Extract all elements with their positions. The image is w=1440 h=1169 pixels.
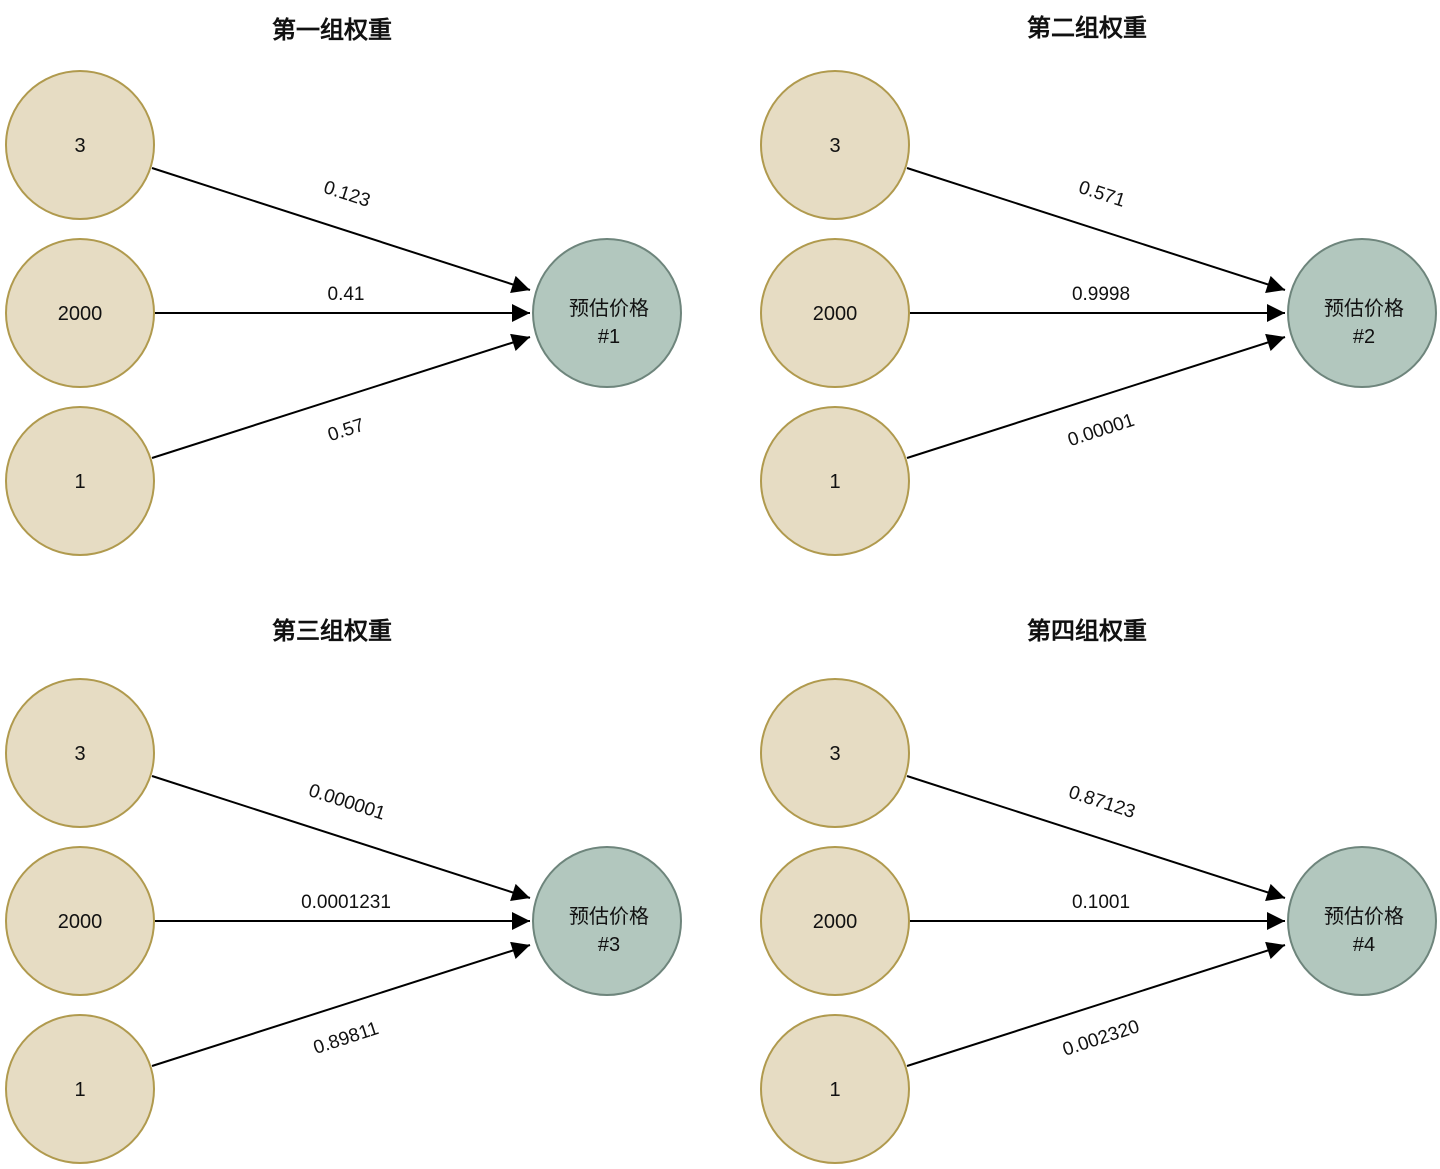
panel-title: 第四组权重 [1027,617,1147,645]
input-node: 1 [760,406,910,556]
input-node: 2000 [5,846,155,996]
weight-label: 0.002320 [1060,1016,1142,1060]
input-node-value: 1 [829,471,840,493]
input-node-circle [760,1014,910,1164]
weight-label: 0.89811 [311,1018,381,1059]
output-node-label: 预估价格 [1324,297,1404,320]
input-node-circle [5,678,155,828]
input-node: 1 [5,1014,155,1164]
weight-edge [906,941,1286,1067]
weight-edge [151,333,531,459]
input-node-circle [760,238,910,388]
input-node: 2000 [760,238,910,388]
input-node: 3 [5,70,155,220]
output-node-label: 预估价格 [1324,905,1404,928]
input-node: 2000 [760,846,910,996]
weight-edge [906,775,1286,902]
weight-label: 0.9998 [1072,284,1130,305]
input-node: 2000 [5,238,155,388]
weight-panel-4: 第四组权重 0.87123 0.1001 0.002320 3 2000 1 预估价格 #4 [760,617,1437,1164]
output-node: 预估价格 #3 [532,846,682,996]
input-node-circle [5,70,155,220]
panel-title: 第三组权重 [272,617,392,645]
input-node-value: 3 [829,743,840,765]
panel-title: 第一组权重 [272,16,392,44]
input-node-value: 1 [829,1079,840,1101]
weight-panel-2: 第二组权重 0.571 0.9998 0.00001 3 2000 1 预估价格 #2 [760,14,1437,556]
panel-title: 第二组权重 [1027,14,1147,42]
weight-panel-1: 第一组权重 0.123 0.41 0.57 3 2000 1 预估价格 #1 [5,16,682,556]
output-node-circle [1287,238,1437,388]
input-node-circle [760,70,910,220]
input-node: 3 [5,678,155,828]
input-node-value: 2000 [813,911,858,933]
output-node: 预估价格 #2 [1287,238,1437,388]
input-node-circle [760,846,910,996]
weight-edge [151,167,531,294]
weight-edge [151,775,531,902]
weight-label: 0.57 [325,415,367,446]
input-node-circle [5,238,155,388]
output-node-index: #3 [598,934,620,956]
input-node-value: 3 [74,135,85,157]
output-node-index: #1 [598,326,620,348]
output-node-index: #4 [1353,934,1375,956]
input-node-value: 1 [74,471,85,493]
weight-label: 0.000001 [306,780,388,824]
output-node-index: #2 [1353,326,1375,348]
weight-label: 0.1001 [1072,892,1130,913]
input-node-circle [5,1014,155,1164]
weight-label: 0.123 [321,177,373,212]
output-node: 预估价格 #1 [532,238,682,388]
output-node-circle [532,846,682,996]
input-node-circle [760,678,910,828]
weight-edge [906,167,1286,294]
weight-edge [151,941,531,1067]
weight-label: 0.87123 [1066,782,1138,823]
weight-label: 0.00001 [1065,410,1137,451]
weight-label: 0.0001231 [301,892,391,913]
weight-edge [906,333,1286,459]
output-node-circle [532,238,682,388]
input-node-value: 1 [74,1079,85,1101]
input-node-value: 2000 [58,911,103,933]
input-node: 3 [760,70,910,220]
input-node-value: 3 [829,135,840,157]
output-node-label: 预估价格 [569,905,649,928]
input-node-circle [5,846,155,996]
weight-panel-3: 第三组权重 0.000001 0.0001231 0.89811 3 2000 1 预估价格 #… [5,617,682,1164]
weight-label: 0.41 [328,284,365,305]
input-node: 1 [5,406,155,556]
input-node: 1 [760,1014,910,1164]
input-node-value: 3 [74,743,85,765]
input-node: 3 [760,678,910,828]
input-node-value: 2000 [58,303,103,325]
output-node-circle [1287,846,1437,996]
weight-label: 0.571 [1076,177,1128,212]
input-node-circle [760,406,910,556]
output-node: 预估价格 #4 [1287,846,1437,996]
output-node-label: 预估价格 [569,297,649,320]
input-node-circle [5,406,155,556]
input-node-value: 2000 [813,303,858,325]
